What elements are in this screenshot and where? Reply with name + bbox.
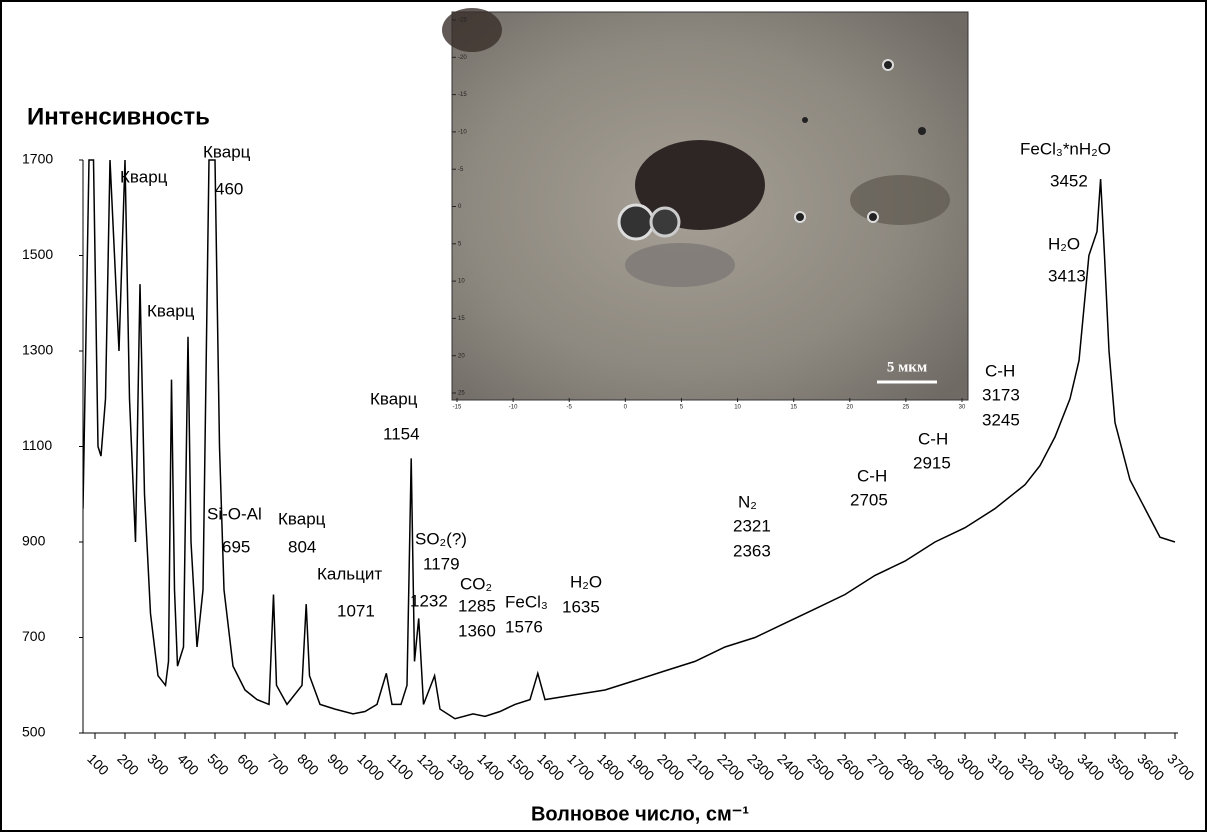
annotation: CO₂ xyxy=(460,574,492,593)
y-tick-label: 900 xyxy=(22,533,46,549)
annotation: Кальцит xyxy=(317,564,382,583)
spectrum-line xyxy=(83,159,1176,720)
inset-x-tick-label: 25 xyxy=(903,405,910,411)
annotation: FeCl₃*nH₂O xyxy=(1020,139,1111,158)
inset-x-tick-label: 0 xyxy=(624,405,628,411)
inset-x-tick-label: 30 xyxy=(959,405,966,411)
annotation: Кварц xyxy=(278,509,326,528)
annotation: 3173 xyxy=(982,385,1020,404)
inset-y-tick-label: 15 xyxy=(458,316,465,322)
y-tick-label: 1500 xyxy=(22,246,53,262)
y-tick-label: 1300 xyxy=(22,342,53,358)
inset-y-tick-label: 20 xyxy=(458,353,465,359)
annotation: FeCl₃ xyxy=(505,592,548,611)
annotation: 1071 xyxy=(337,601,375,620)
annotation: 2363 xyxy=(733,541,771,560)
annotation: 2705 xyxy=(850,490,888,509)
annotation: 1232 xyxy=(410,591,448,610)
annotation: Кварц xyxy=(120,167,168,186)
annotation: 1154 xyxy=(383,424,420,443)
inset-y-tick-label: 25 xyxy=(458,391,465,397)
annotation: 1635 xyxy=(562,597,600,616)
y-tick-label: 1700 xyxy=(22,151,53,167)
annotation: 3452 xyxy=(1050,171,1088,190)
inset-y-tick-label: 10 xyxy=(458,279,465,285)
annotation: 1360 xyxy=(458,621,496,640)
inset-y-tick-label: -15 xyxy=(458,92,467,98)
y-tick-label: 500 xyxy=(22,724,46,740)
inset-x-tick-label: -5 xyxy=(567,405,573,411)
inset-x-tick-label: 15 xyxy=(790,405,797,411)
inset-x-tick-label: 20 xyxy=(846,405,853,411)
annotation: Si-O-Al xyxy=(207,504,262,523)
annotation: N₂ xyxy=(738,492,757,511)
inset-y-tick-label: -5 xyxy=(458,167,464,173)
inset-y-tick-label: 0 xyxy=(458,204,462,210)
annotation: 2321 xyxy=(733,516,771,535)
annotation: 1576 xyxy=(505,617,543,636)
inset-y-tick-label: 5 xyxy=(458,241,462,247)
annotation: C-H xyxy=(985,361,1015,380)
annotation: 1179 xyxy=(423,554,460,573)
annotation: C-H xyxy=(918,429,948,448)
annotation: Кварц xyxy=(370,389,418,408)
inset-x-tick-label: 10 xyxy=(734,405,741,411)
y-tick-label: 700 xyxy=(22,628,46,644)
annotation: 3413 xyxy=(1048,266,1086,285)
x-axis-title: Волновое число, см⁻¹ xyxy=(531,803,749,825)
annotation: 2915 xyxy=(913,453,951,472)
annotation: Кварц xyxy=(147,301,195,320)
annotation: H₂O xyxy=(1048,234,1080,253)
inset-x-tick-label: -15 xyxy=(453,405,462,411)
annotation: H₂O xyxy=(570,572,602,591)
annotation: 3245 xyxy=(982,410,1020,429)
inset-x-tick-label: -10 xyxy=(509,405,518,411)
inset-image: 5 мкм -15 -10 -5 0 5 10 15 20 25 30 -25 -20 -15 -10 -5… xyxy=(442,8,969,411)
y-axis-title: Интенсивность xyxy=(27,103,210,130)
annotation: 695 xyxy=(222,537,250,556)
inset-y-tick-label: -20 xyxy=(458,55,467,61)
inset-x-tick-label: 5 xyxy=(680,405,684,411)
scale-label: 5 мкм xyxy=(887,359,927,375)
annotation: C-H xyxy=(857,466,887,485)
inset-y-tick-label: -25 xyxy=(458,18,467,24)
annotation: 460 xyxy=(215,179,243,198)
y-tick-label: 1100 xyxy=(22,437,52,453)
annotation: 1285 xyxy=(458,596,496,615)
annotation: SO₂(?) xyxy=(415,529,467,548)
inset-y-tick-label: -10 xyxy=(458,129,467,135)
annotation: Кварц xyxy=(203,142,251,161)
annotation: 804 xyxy=(288,537,316,556)
